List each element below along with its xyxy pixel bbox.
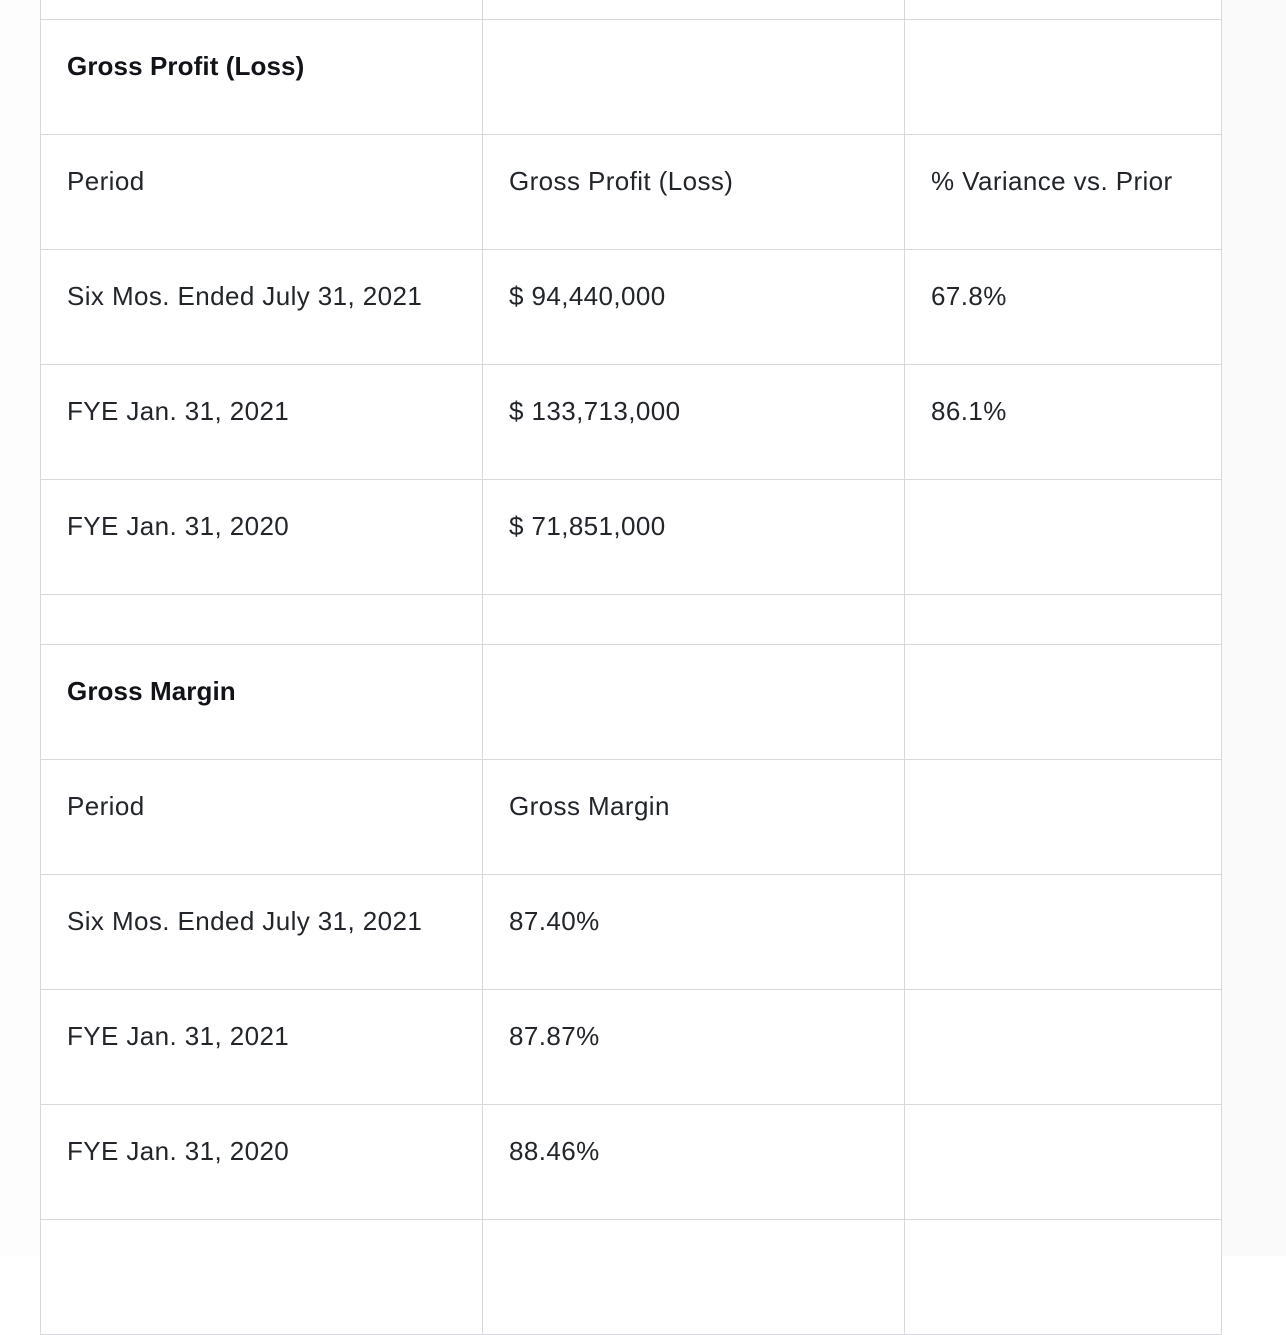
column-header: Gross Profit (Loss) [509,166,734,196]
column-header-cell [904,759,1222,875]
column-header-cell: Gross Profit (Loss) [482,134,905,250]
period-label: FYE Jan. 31, 2020 [67,511,290,541]
table-cell [40,1219,483,1335]
table-cell [904,19,1222,135]
table-cell [482,19,905,135]
table-row: Six Mos. Ended July 31, 2021 $ 94,440,00… [40,249,1222,365]
table-row: FYE Jan. 31, 2020 $ 71,851,000 [40,479,1222,595]
table-cell [904,989,1222,1105]
period-label: FYE Jan. 31, 2020 [67,1136,290,1166]
period-label: Six Mos. Ended July 31, 2021 [67,906,423,936]
column-header-cell: % Variance vs. Prior [904,134,1222,250]
column-header: Period [67,166,145,196]
value-cell: $ 133,713,000 [482,364,905,480]
column-header-row: Period Gross Profit (Loss) % Variance vs… [40,134,1222,250]
gross-margin-value: 87.40% [509,906,600,936]
column-header [931,760,1221,791]
financial-table: Gross Profit (Loss) Period Gross Profit … [40,0,1222,1335]
column-header-cell: Period [40,759,483,875]
column-header-cell: Period [40,134,483,250]
table-row: FYE Jan. 31, 2020 88.46% [40,1104,1222,1220]
value-cell: 87.87% [482,989,905,1105]
section-heading-cell: Gross Margin [40,644,483,760]
spacer-row [40,594,1222,645]
gross-profit-value: $ 94,440,000 [509,281,666,311]
section-heading-row: Gross Profit (Loss) [40,19,1222,135]
column-header-cell: Gross Margin [482,759,905,875]
gross-profit-value: $ 133,713,000 [509,396,681,426]
table-row-empty [40,1219,1222,1335]
variance-cell [904,479,1222,595]
column-header: % Variance vs. Prior [931,166,1173,196]
column-header-row: Period Gross Margin [40,759,1222,875]
column-header: Gross Margin [509,791,670,821]
table-cell [482,1219,905,1335]
table-row: FYE Jan. 31, 2021 87.87% [40,989,1222,1105]
table-row-empty [40,0,1222,20]
document-page: Gross Profit (Loss) Period Gross Profit … [40,0,1286,1335]
period-label: FYE Jan. 31, 2021 [67,396,290,426]
table-cell [482,0,905,20]
period-cell: FYE Jan. 31, 2020 [40,479,483,595]
section-heading-row: Gross Margin [40,644,1222,760]
period-cell: FYE Jan. 31, 2021 [40,364,483,480]
period-label: FYE Jan. 31, 2021 [67,1021,290,1051]
gross-margin-value: 87.87% [509,1021,600,1051]
variance-cell: 86.1% [904,364,1222,480]
variance-cell: 67.8% [904,249,1222,365]
value-cell: $ 71,851,000 [482,479,905,595]
table-cell [904,644,1222,760]
page-margin [1221,0,1286,1256]
table-cell [482,644,905,760]
table-cell [904,1104,1222,1220]
value-cell: 88.46% [482,1104,905,1220]
period-cell: Six Mos. Ended July 31, 2021 [40,874,483,990]
variance-value [931,480,1221,511]
value-cell: 87.40% [482,874,905,990]
table-cell [40,0,483,20]
section-heading-cell: Gross Profit (Loss) [40,19,483,135]
period-label: Six Mos. Ended July 31, 2021 [67,281,423,311]
table-cell [482,594,905,645]
column-header: Period [67,791,145,821]
period-cell: Six Mos. Ended July 31, 2021 [40,249,483,365]
table-cell [904,1219,1222,1335]
gross-profit-value: $ 71,851,000 [509,511,666,541]
variance-value: 67.8% [931,281,1007,311]
table-cell [40,594,483,645]
period-cell: FYE Jan. 31, 2020 [40,1104,483,1220]
table-row: FYE Jan. 31, 2021 $ 133,713,000 86.1% [40,364,1222,480]
table-cell [904,594,1222,645]
section-heading: Gross Profit (Loss) [67,51,305,81]
variance-value: 86.1% [931,396,1007,426]
table-cell [904,0,1222,20]
table-row: Six Mos. Ended July 31, 2021 87.40% [40,874,1222,990]
section-heading: Gross Margin [67,676,236,706]
gross-margin-value: 88.46% [509,1136,600,1166]
table-cell [904,874,1222,990]
period-cell: FYE Jan. 31, 2021 [40,989,483,1105]
value-cell: $ 94,440,000 [482,249,905,365]
